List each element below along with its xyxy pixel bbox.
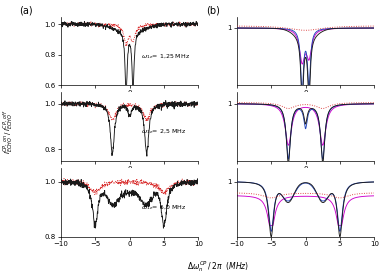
Text: $\omega_{1e}$= 1,25 MHz: $\omega_{1e}$= 1,25 MHz (141, 52, 190, 61)
Text: (a): (a) (19, 6, 33, 16)
Text: (b): (b) (207, 6, 220, 16)
Text: $\omega_{1e}$= 2,5 MHz: $\omega_{1e}$= 2,5 MHz (141, 128, 186, 136)
Text: $\Delta\omega_n^{CP}\,/\,2\pi$  $(MHz)$: $\Delta\omega_n^{CP}\,/\,2\pi$ $(MHz)$ (187, 259, 250, 274)
Text: $\omega_{1e}$= 5,0 MHz: $\omega_{1e}$= 5,0 MHz (141, 203, 186, 212)
Text: $I_{ECHO}^{CP,\,on}\,/\,I_{ECHO}^{CP,\,off}$: $I_{ECHO}^{CP,\,on}\,/\,I_{ECHO}^{CP,\,o… (2, 110, 16, 154)
